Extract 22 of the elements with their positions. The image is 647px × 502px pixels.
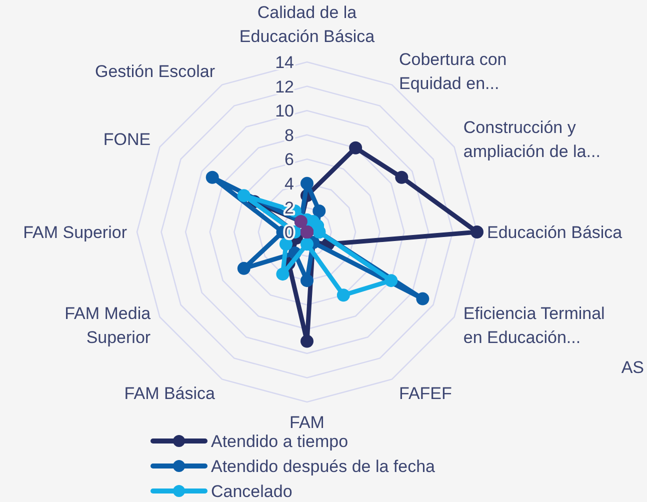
spoke-label: FAFEF bbox=[399, 384, 452, 404]
spoke-label: FAM Superior bbox=[23, 223, 128, 242]
spoke-label: FAM Básica bbox=[124, 384, 216, 404]
legend-label: Atendido después de la fecha bbox=[211, 457, 436, 476]
spoke-label: FONE bbox=[103, 130, 151, 149]
y-tick-label: 8 bbox=[284, 126, 294, 145]
y-tick-label: 4 bbox=[284, 174, 294, 194]
spoke-label: Cobertura con Equidad en... bbox=[399, 50, 507, 93]
y-tick-label: 10 bbox=[275, 102, 294, 121]
spoke-label: Gestión Escolar bbox=[95, 62, 216, 81]
y-tick-label: 6 bbox=[284, 150, 294, 170]
y-tick-label: 12 bbox=[275, 77, 294, 96]
legend-label: Atendido a tiempo bbox=[211, 432, 348, 451]
text: AS bbox=[621, 358, 644, 377]
spoke-label: Educación Básica bbox=[487, 223, 623, 242]
spoke-label: Calidad de la Educación Básica bbox=[239, 3, 376, 46]
spoke-label: FAM bbox=[290, 413, 324, 432]
spoke-label: Eficiencia Terminal en Educación... bbox=[463, 304, 605, 347]
legend-label: Cancelado bbox=[211, 482, 292, 501]
spoke-label: FAM Media Superior bbox=[64, 304, 152, 347]
y-tick-label: 14 bbox=[275, 53, 294, 72]
spoke-label: Construcción y ampliación de la... bbox=[463, 118, 600, 161]
